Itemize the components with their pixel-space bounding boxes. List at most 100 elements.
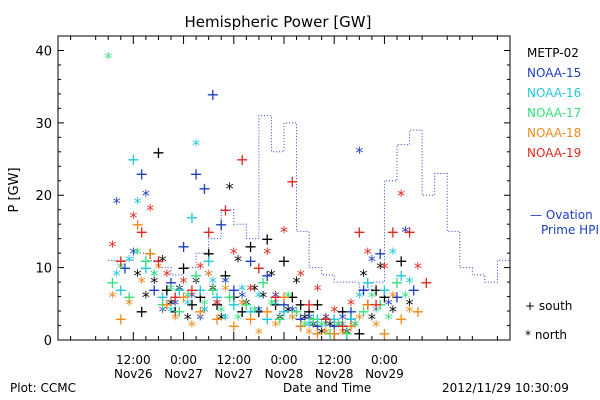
point-noaa-18: * [288, 309, 296, 328]
x-tick-label-time: 12:00 [116, 353, 151, 367]
point-noaa-19: * [263, 244, 271, 263]
point-metp-02: + [235, 302, 248, 321]
point-noaa-17: * [117, 259, 125, 278]
y-axis-label: P [GW] [7, 167, 22, 212]
point-noaa-18: * [154, 259, 162, 278]
legend-noaa-19: NOAA-19 [527, 146, 581, 160]
point-noaa-17: + [139, 251, 152, 270]
point-noaa-19: + [420, 273, 433, 292]
point-noaa-19: * [230, 244, 238, 263]
point-noaa-15: * [142, 186, 150, 205]
point-noaa-16: + [244, 302, 257, 321]
point-noaa-15: + [206, 85, 219, 104]
point-noaa-19: + [114, 251, 127, 270]
point-noaa-16: + [344, 309, 357, 328]
point-noaa-18: * [322, 324, 330, 343]
point-noaa-16: * [355, 288, 363, 307]
point-noaa-15: + [374, 244, 387, 263]
point-metp-02: * [217, 309, 225, 328]
x-tick-label-date: Nov26 [114, 367, 153, 381]
point-noaa-16: + [294, 317, 307, 336]
point-noaa-16: * [192, 136, 200, 155]
point-metp-02: + [219, 266, 232, 285]
point-noaa-19: * [297, 266, 305, 285]
point-metp-02: + [269, 295, 282, 314]
point-metp-02: + [286, 288, 299, 307]
legend-metp-02: METP-02 [527, 46, 579, 60]
point-noaa-19: * [280, 222, 288, 241]
point-metp-02: + [252, 302, 265, 321]
point-noaa-16: + [156, 288, 169, 307]
point-noaa-18: + [261, 302, 274, 321]
point-noaa-17: * [184, 288, 192, 307]
point-noaa-19: + [252, 259, 265, 278]
point-noaa-16: * [209, 273, 217, 292]
point-noaa-18: + [361, 295, 374, 314]
point-noaa-19: + [152, 251, 165, 270]
point-noaa-16: * [406, 273, 414, 292]
point-metp-02: * [389, 302, 397, 321]
point-metp-02: * [368, 309, 376, 328]
point-noaa-15: + [164, 273, 177, 292]
point-noaa-16: + [194, 280, 207, 299]
point-metp-02: * [134, 266, 142, 285]
ovation-prime-hpi-line [108, 115, 510, 290]
point-noaa-19: + [235, 150, 248, 169]
point-noaa-15: * [288, 302, 296, 321]
point-noaa-18: * [255, 324, 263, 343]
point-noaa-18: + [131, 215, 144, 234]
point-metp-02: + [302, 302, 315, 321]
point-noaa-18: + [244, 309, 257, 328]
point-metp-02: * [200, 302, 208, 321]
point-noaa-17: * [318, 317, 326, 336]
point-noaa-17: + [240, 295, 253, 314]
point-noaa-15: + [277, 295, 290, 314]
point-metp-02: + [168, 302, 181, 321]
point-noaa-16: + [185, 208, 198, 227]
point-metp-02: * [209, 280, 217, 299]
point-noaa-17: + [323, 324, 336, 343]
point-noaa-15: * [171, 295, 179, 314]
point-metp-02: * [406, 295, 414, 314]
x-tick-label-date: Nov29 [365, 367, 404, 381]
point-noaa-18: + [394, 309, 407, 328]
point-noaa-18: + [227, 317, 240, 336]
point-noaa-16: + [227, 295, 240, 314]
point-noaa-18: * [221, 280, 229, 299]
footer-center: Date and Time [283, 381, 372, 395]
point-noaa-17: + [273, 309, 286, 328]
point-noaa-17: + [390, 273, 403, 292]
point-metp-02: + [135, 302, 148, 321]
point-noaa-17: + [374, 295, 387, 314]
point-noaa-19: * [146, 201, 154, 220]
point-noaa-15: + [294, 309, 307, 328]
point-noaa-16: * [221, 309, 229, 328]
point-noaa-19: * [247, 280, 255, 299]
point-noaa-18: * [171, 309, 179, 328]
chart-title: Hemispheric Power [GW] [185, 13, 372, 31]
point-noaa-15: * [355, 143, 363, 162]
point-noaa-16: + [311, 309, 324, 328]
point-noaa-16: + [210, 288, 223, 307]
point-noaa-15: + [118, 259, 131, 278]
point-noaa-18: * [355, 309, 363, 328]
point-noaa-17: * [167, 280, 175, 299]
point-noaa-18: * [125, 295, 133, 314]
point-metp-02: * [309, 317, 317, 336]
point-noaa-18: * [339, 324, 347, 343]
point-noaa-15: + [148, 280, 161, 299]
point-noaa-18: + [311, 324, 324, 343]
point-noaa-18: * [389, 288, 397, 307]
point-noaa-16: * [167, 302, 175, 321]
point-noaa-15: + [244, 251, 257, 270]
point-noaa-15: + [189, 165, 202, 184]
point-noaa-16: * [272, 295, 280, 314]
point-noaa-16: * [184, 295, 192, 314]
footer-right: 2012/11/29 10:30:09 [442, 381, 569, 395]
point-metp-02: + [311, 295, 324, 314]
point-noaa-15: + [357, 280, 370, 299]
point-noaa-17: * [104, 49, 112, 68]
point-noaa-18: * [205, 266, 213, 285]
point-noaa-16: + [114, 280, 127, 299]
